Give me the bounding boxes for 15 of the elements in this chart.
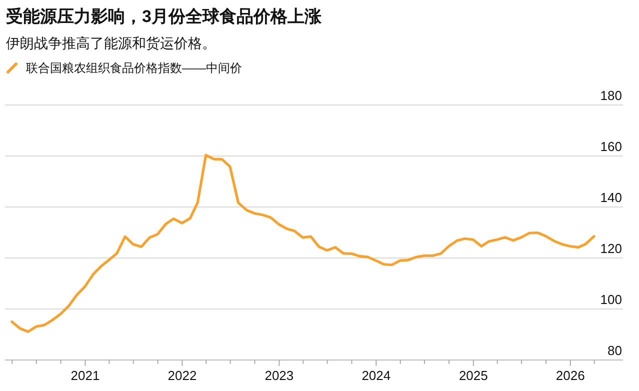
chart-title: 受能源压力影响，3月份全球食品价格上涨	[6, 7, 322, 26]
x-tick-label: 2024	[362, 368, 391, 383]
y-tick-label: 120	[600, 241, 622, 256]
x-tick-label: 2025	[458, 368, 488, 383]
y-tick-label: 100	[600, 292, 622, 307]
y-tick-label: 140	[600, 190, 622, 205]
x-tick-label: 2021	[70, 368, 100, 383]
chart-subtitle: 伊朗战争推高了能源和货运价格。	[6, 35, 216, 51]
legend-label: 联合国粮农组织食品价格指数——中间价	[26, 61, 242, 75]
y-tick-label: 160	[600, 139, 622, 154]
x-tick-label: 2023	[264, 368, 294, 383]
y-tick-label: 180	[600, 88, 622, 103]
x-tick-label: 2026	[556, 368, 585, 383]
y-tick-label: 80	[608, 343, 622, 358]
x-tick-label: 2022	[168, 368, 197, 383]
